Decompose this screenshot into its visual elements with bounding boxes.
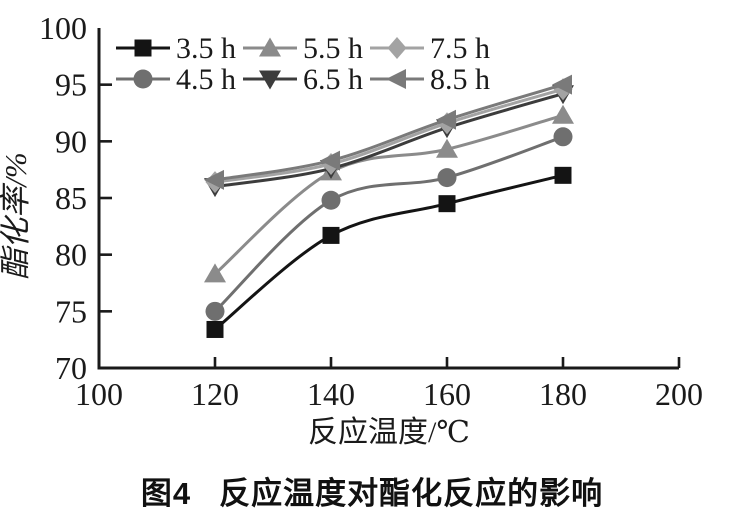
- series-marker-8.5h: [436, 109, 456, 130]
- caption-prefix: 图4: [140, 476, 192, 511]
- legend-label: 3.5 h: [176, 32, 236, 65]
- series-line-8.5h: [214, 83, 564, 182]
- x-tick-label: 180: [539, 376, 587, 412]
- y-tick-label: 75: [55, 293, 87, 329]
- x-axis-label: 反应温度/℃: [308, 416, 470, 449]
- legend-marker-5.5h: [259, 37, 281, 57]
- x-tick-label: 160: [423, 376, 471, 412]
- y-tick-label: 90: [55, 123, 87, 159]
- y-tick-label: 70: [55, 350, 87, 386]
- y-tick-label: 95: [55, 67, 87, 103]
- x-tick-label: 120: [191, 376, 239, 412]
- legend-marker-4.5h: [133, 69, 153, 89]
- x-tick-label: 200: [655, 376, 703, 412]
- y-axis-label: 酯化率/%: [0, 152, 33, 279]
- chart-svg: 70 75 80 85 90 95 100 100 120 140 160 180 200 反应温度/℃ 酯…: [0, 10, 703, 449]
- y-tick-label: 85: [55, 180, 87, 216]
- y-tick-label: 80: [55, 237, 87, 273]
- legend-marker-6.5h: [259, 70, 281, 90]
- figure-caption: 图4 反应温度对酯化反应的影响: [0, 468, 744, 513]
- series-marker-4.5h: [553, 127, 573, 147]
- series-marker-4.5h: [321, 190, 341, 210]
- series-marker-8.5h: [320, 150, 340, 171]
- series-marker-5.5h: [436, 138, 458, 158]
- legend-label: 8.5 h: [430, 63, 490, 96]
- y-tick-label: 100: [39, 10, 87, 46]
- series-marker-5.5h: [552, 104, 574, 124]
- legend-label: 6.5 h: [303, 63, 363, 96]
- series-marker-4.5h: [437, 168, 457, 188]
- legend-marker-7.5h: [387, 37, 407, 59]
- series-line-7.5h: [214, 87, 564, 184]
- series-line-5.5h: [214, 113, 564, 276]
- series-line-6.5h: [214, 92, 564, 189]
- series-marker-3.5h: [554, 166, 572, 184]
- legend-label: 7.5 h: [430, 32, 490, 65]
- x-tick-label: 100: [75, 376, 123, 412]
- series-marker-8.5h: [552, 74, 572, 95]
- series-marker-3.5h: [322, 226, 340, 244]
- series-marker-3.5h: [438, 195, 456, 213]
- legend-label: 5.5 h: [303, 32, 363, 65]
- series-marker-3.5h: [206, 320, 224, 338]
- series-line-3.5h: [214, 173, 564, 331]
- series-marker-5.5h: [204, 263, 226, 283]
- caption-text: 反应温度对酯化反应的影响: [219, 476, 604, 511]
- x-tick-label: 140: [307, 376, 355, 412]
- legend-marker-8.5h: [386, 69, 406, 89]
- series-marker-4.5h: [205, 301, 225, 321]
- legend-marker-3.5h: [134, 39, 152, 57]
- series-line-4.5h: [213, 135, 564, 313]
- series-marker-8.5h: [204, 169, 224, 190]
- legend-label: 4.5 h: [176, 63, 236, 96]
